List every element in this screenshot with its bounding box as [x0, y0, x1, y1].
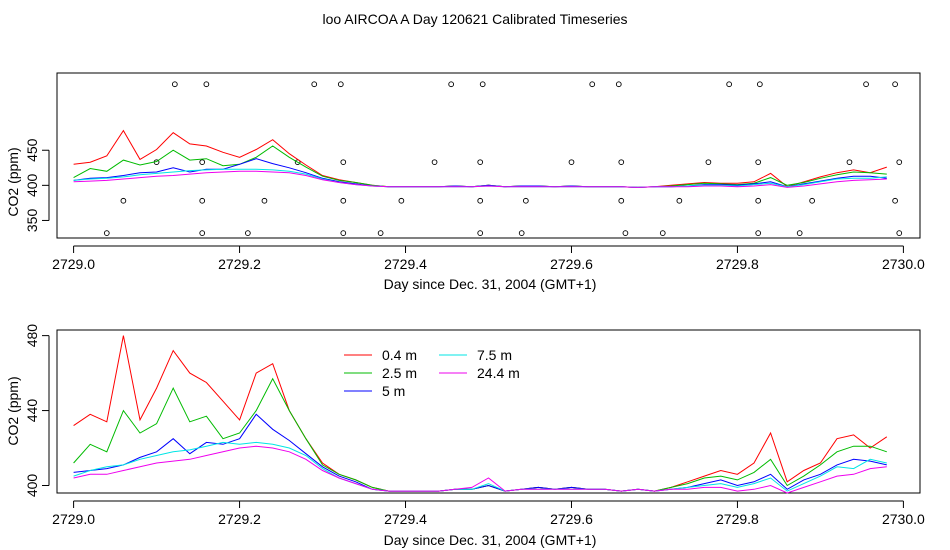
series-line-2-5-m	[73, 377, 887, 492]
legend-label: 7.5 m	[477, 347, 512, 363]
data-marker	[809, 197, 815, 204]
legend-label: 24.4 m	[477, 365, 520, 381]
data-marker	[337, 81, 344, 88]
plot-frame	[56, 329, 921, 494]
data-marker	[896, 159, 903, 166]
data-marker	[726, 81, 732, 88]
data-marker	[477, 197, 484, 204]
data-marker	[892, 81, 898, 88]
axes-bottom: 2729.0 2729.2 2729.4 2729.6 2729.8 2730.0 400 4…	[24, 324, 925, 527]
series-lines-bottom	[73, 335, 888, 494]
data-marker	[398, 197, 405, 204]
data-marker	[203, 81, 210, 88]
legend: 0.4 m 2.5 m 5 m 7.5 m 24.4 m	[344, 347, 520, 399]
plot-frame	[56, 72, 921, 239]
data-marker	[340, 230, 347, 236]
data-marker	[518, 230, 525, 236]
axes-top: 2729.0 2729.2 2729.4 2729.6 2729.8 2730.0 350 4…	[24, 138, 925, 272]
series-line-5-m	[73, 158, 887, 188]
panel-top: 2729.0 2729.2 2729.4 2729.6 2729.8 2730.0 350 4…	[5, 72, 925, 292]
legend-label: 2.5 m	[382, 365, 417, 381]
x-tick-label: 2729.2	[218, 256, 261, 272]
y-tick-label: 440	[24, 399, 40, 423]
series-line-24-4-m	[73, 170, 887, 188]
x-tick-label: 2730.0	[882, 511, 925, 527]
x-tick-label: 2729.6	[550, 256, 593, 272]
data-marker	[261, 197, 268, 204]
data-marker	[199, 230, 206, 236]
data-marker	[755, 197, 762, 204]
data-marker	[615, 81, 622, 88]
x-tick-label: 2729.6	[550, 511, 593, 527]
data-marker	[589, 81, 596, 88]
y-axis-label: CO2 (ppm)	[5, 376, 21, 445]
series-line-0-4-m	[73, 129, 887, 188]
x-tick-label: 2729.8	[716, 256, 759, 272]
data-marker	[705, 159, 712, 166]
y-tick-label: 400	[24, 474, 40, 498]
y-tick-label: 480	[24, 324, 40, 348]
x-tick-label: 2729.4	[384, 256, 427, 272]
data-marker	[477, 159, 484, 166]
data-marker	[448, 81, 455, 88]
data-marker	[431, 159, 438, 166]
data-marker	[377, 230, 384, 236]
data-marker	[171, 81, 178, 88]
series-line-2-5-m	[73, 145, 887, 188]
data-marker	[568, 159, 575, 166]
data-marker	[311, 81, 318, 88]
x-tick-label: 2729.0	[52, 256, 95, 272]
data-marker	[659, 230, 666, 236]
data-marker	[477, 230, 484, 236]
x-axis-label: Day since Dec. 31, 2004 (GMT+1)	[384, 276, 597, 292]
data-marker	[892, 197, 898, 204]
data-marker	[846, 159, 853, 166]
data-marker	[340, 197, 347, 204]
data-marker	[896, 230, 903, 236]
data-marker	[199, 197, 206, 204]
y-tick-label: 400	[24, 173, 40, 197]
data-marker	[756, 81, 763, 88]
y-tick-label: 450	[24, 138, 40, 162]
figure-title: loo AIRCOA A Day 120621 Calibrated Times…	[322, 11, 627, 27]
data-marker	[340, 159, 347, 166]
x-tick-label: 2729.8	[716, 511, 759, 527]
data-marker	[618, 197, 625, 204]
data-marker	[755, 159, 762, 166]
legend-label: 5 m	[382, 383, 405, 399]
data-marker	[522, 197, 529, 204]
data-marker	[863, 81, 869, 88]
data-marker	[618, 159, 625, 166]
data-marker	[622, 230, 629, 236]
y-axis-label: CO2 (ppm)	[5, 147, 21, 216]
legend-label: 0.4 m	[382, 347, 417, 363]
data-marker	[245, 230, 251, 236]
panel-bottom: 2729.0 2729.2 2729.4 2729.6 2729.8 2730.0 400 4…	[5, 324, 925, 548]
series-line-24-4-m	[73, 445, 887, 494]
marker-layer-top	[103, 81, 903, 236]
data-marker	[103, 230, 110, 236]
x-tick-label: 2729.4	[384, 511, 427, 527]
x-axis-label: Day since Dec. 31, 2004 (GMT+1)	[384, 532, 597, 548]
data-marker	[796, 230, 803, 236]
x-tick-label: 2729.2	[218, 511, 261, 527]
series-line-7-5-m	[73, 441, 887, 492]
data-marker	[755, 230, 762, 236]
series-line-5-m	[73, 413, 887, 492]
data-marker	[199, 159, 206, 166]
data-marker	[120, 197, 127, 204]
data-marker	[479, 81, 486, 88]
x-tick-label: 2729.0	[52, 511, 95, 527]
x-tick-label: 2730.0	[882, 256, 925, 272]
y-tick-label: 350	[24, 209, 40, 233]
data-marker	[676, 197, 683, 204]
series-lines-top	[73, 129, 887, 188]
